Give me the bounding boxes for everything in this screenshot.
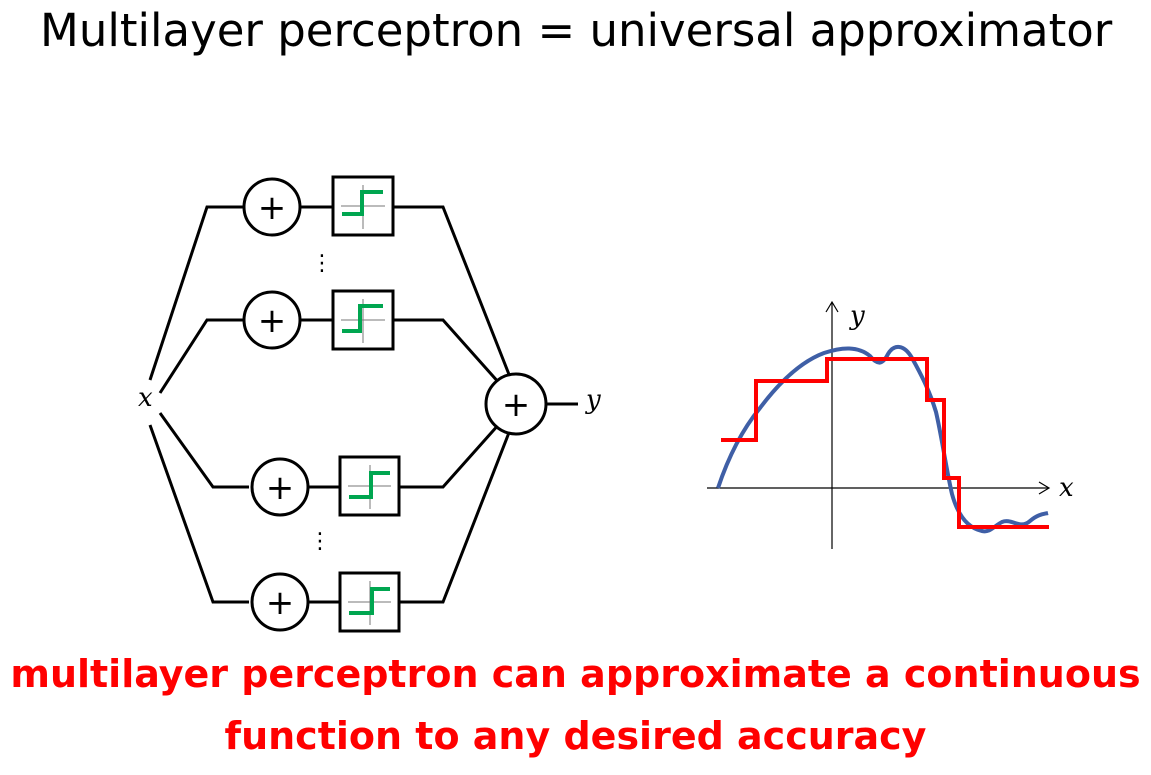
input-edge-3 (158, 412, 249, 489)
plus-circle-icon: + (266, 468, 295, 508)
step-function-icon (341, 185, 391, 625)
plot-y-label: y (849, 301, 865, 331)
caption-line-1: multilayer perceptron can approximate a … (10, 652, 1141, 696)
output-sum-node (484, 372, 548, 436)
input-edge-4 (148, 424, 249, 604)
output-label: y (585, 385, 601, 415)
x-axis-arrow-icon (1038, 481, 1051, 495)
hidden-sum-node-3 (250, 457, 310, 517)
input-label: x (138, 383, 153, 413)
step-approximation-curve (721, 357, 1049, 529)
output-edge-3 (399, 422, 502, 489)
plus-circle-icon: + (502, 385, 531, 425)
output-edge-1 (393, 205, 512, 378)
approximation-plot: y x (707, 300, 1074, 549)
plus-circle-icon: + (258, 188, 287, 228)
plot-x-label: x (1059, 473, 1074, 503)
target-function-curve (716, 345, 1049, 534)
input-edge-2 (158, 318, 244, 394)
input-edge-1 (148, 205, 244, 381)
output-edge-2 (393, 318, 502, 385)
hidden-sum-node-2 (242, 290, 302, 350)
hidden-sum-node-4 (250, 572, 310, 632)
slide-title: Multilayer perceptron = universal approx… (40, 4, 1113, 57)
output-edge-4 (399, 429, 512, 604)
plus-circle-icon: + (266, 583, 295, 623)
y-axis-arrow-icon (825, 300, 839, 313)
caption-line-2: function to any desired accuracy (224, 714, 927, 758)
hidden-sum-node-1 (242, 177, 302, 237)
plus-circle-icon: + (258, 301, 287, 341)
ellipsis-lower: ⋮ (309, 529, 331, 554)
ellipsis-upper: ⋮ (311, 251, 333, 276)
